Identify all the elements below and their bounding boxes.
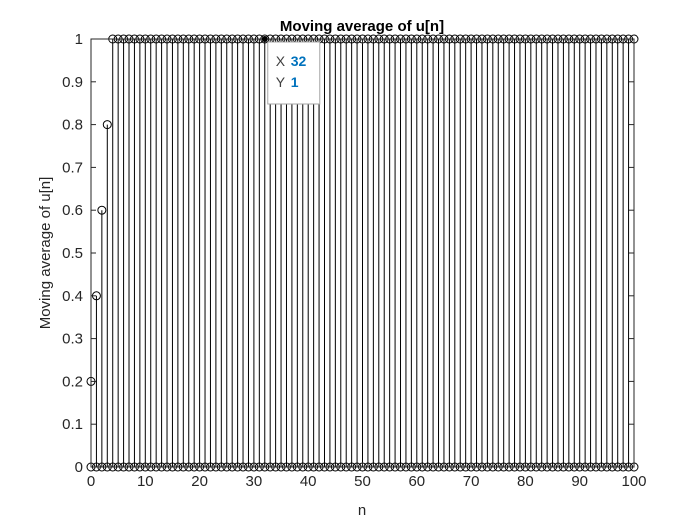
x-tick-label: 30 [246, 473, 263, 490]
data-tip-x-key: X [276, 53, 286, 69]
x-tick-label: 100 [621, 473, 646, 490]
data-tip-y-key: Y [276, 74, 286, 90]
x-tick-label: 50 [354, 473, 371, 490]
data-tip[interactable]: X 32 Y 1 [261, 36, 321, 105]
x-tick-label: 90 [571, 473, 588, 490]
x-tick-label: 0 [87, 473, 95, 490]
chart-title: Moving average of u[n] [280, 18, 444, 35]
x-tick-label: 40 [300, 473, 317, 490]
y-tick-label: 0.3 [62, 331, 83, 348]
data-tip-y-value: 1 [291, 74, 299, 90]
y-tick-label: 0 [75, 459, 83, 476]
y-tick-label: 1 [75, 31, 83, 48]
x-axis-label: n [358, 502, 366, 519]
y-tick-label: 0.9 [62, 74, 83, 91]
y-axis-ticks: 0 0.1 0.2 0.3 0.4 0.5 0.6 0.7 0.8 0.9 1 [62, 31, 634, 476]
y-tick-label: 0.8 [62, 117, 83, 134]
y-tick-label: 0.5 [62, 245, 83, 262]
stem-lines [90, 39, 635, 467]
y-tick-label: 0.7 [62, 159, 83, 176]
x-tick-label: 70 [463, 473, 480, 490]
data-tip-box [267, 41, 321, 105]
y-tick-label: 0.1 [62, 416, 83, 433]
y-tick-label: 0.4 [62, 288, 83, 305]
x-tick-label: 60 [408, 473, 425, 490]
data-tip-x-value: 32 [291, 53, 307, 69]
stem-marker[interactable] [97, 205, 107, 215]
x-tick-label: 80 [517, 473, 534, 490]
y-axis-label: Moving average of u[n] [37, 177, 54, 330]
x-tick-label: 20 [191, 473, 208, 490]
x-axis-ticks: 0 10 20 30 40 50 60 70 80 90 100 [87, 39, 647, 490]
data-tip-point[interactable] [261, 36, 268, 42]
y-tick-label: 0.6 [62, 202, 83, 219]
stem-marker[interactable] [102, 120, 112, 130]
y-tick-label: 0.2 [62, 373, 83, 390]
x-tick-label: 10 [137, 473, 154, 490]
